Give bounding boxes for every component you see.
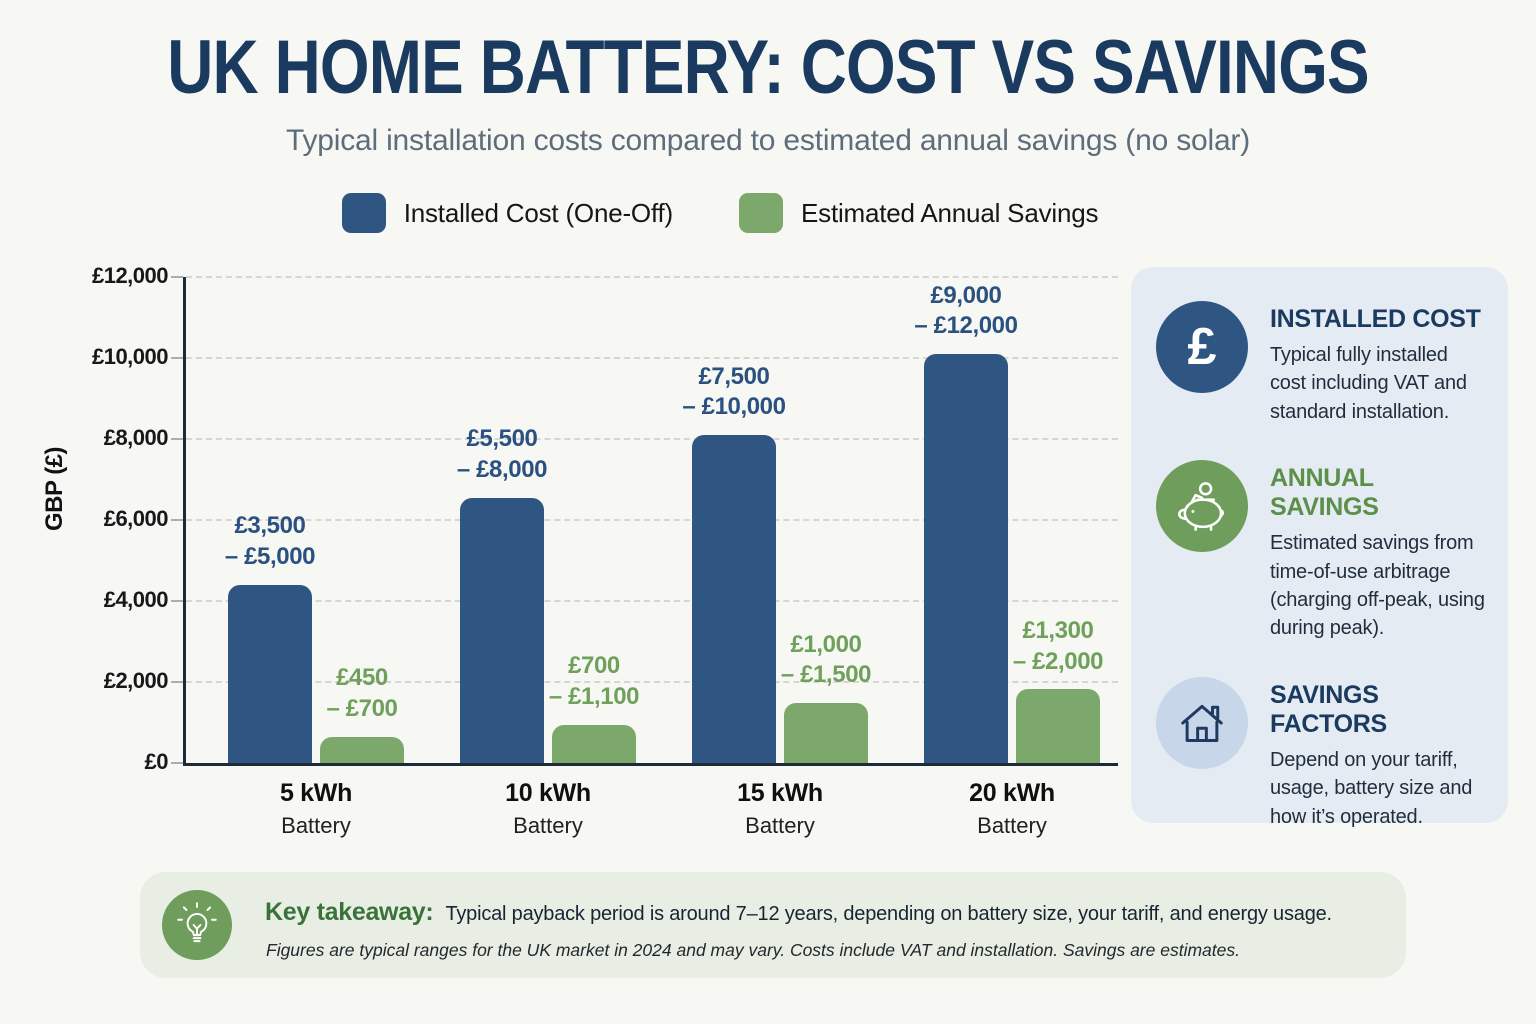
legend-swatch-green	[739, 193, 783, 233]
legend-swatch-blue	[341, 193, 386, 233]
bar-value-range-label: £5,500– £8,000	[456, 425, 548, 484]
x-axis-category-label: 10 kWh Battery	[505, 779, 591, 838]
piggy-bank-icon	[1156, 460, 1248, 553]
legend-label: Installed Cost (One-Off)	[403, 197, 673, 228]
pound-glyph: £	[1187, 318, 1217, 376]
card-text: INSTALLED COST Typical fully installed c…	[1270, 301, 1488, 426]
bar-savings-10-kwh	[552, 724, 636, 763]
page-title: UK HOME BATTERY: COST VS SAVINGS	[167, 25, 1369, 110]
y-axis-tick	[171, 276, 183, 278]
card-title: INSTALLED COST	[1270, 305, 1481, 333]
y-axis-tick	[171, 357, 183, 359]
key-takeaway-body: Typical payback period is around 7–12 ye…	[445, 903, 1332, 925]
key-takeaway-label: Key takeaway:	[265, 898, 434, 926]
y-axis-tick-label: £6,000	[103, 506, 169, 531]
y-axis-tick-label: £12,000	[91, 263, 169, 288]
x-axis-category-label: 5 kWh Battery	[279, 779, 353, 838]
y-axis-title: GBP (£)	[41, 446, 68, 532]
gridline	[186, 438, 1118, 440]
gridline	[186, 681, 1118, 683]
gridline	[186, 519, 1118, 521]
legend-item-installed-cost: Installed Cost (One-Off)	[341, 193, 673, 233]
x-axis-category-label: 15 kWh Battery	[737, 779, 823, 838]
chart-legend: Installed Cost (One-Off) Estimated Annua…	[0, 193, 1440, 233]
footnote-text: Figures are typical ranges for the UK ma…	[266, 940, 1240, 960]
bar-value-range-label: £9,000– £12,000	[914, 281, 1018, 340]
info-sidebar: £ INSTALLED COST Typical fully installed…	[1131, 267, 1508, 828]
gridline	[186, 276, 1118, 278]
info-card-annual-savings: ANNUAL SAVINGS Estimated savings from ti…	[1156, 460, 1488, 643]
y-axis-tick-label: £4,000	[103, 587, 169, 612]
bar-installed-10-kwh	[460, 497, 544, 763]
card-text: SAVINGS FACTORS Depend on your tariff, u…	[1270, 677, 1488, 831]
card-title: SAVINGS FACTORS	[1270, 680, 1387, 738]
y-axis-tick	[171, 762, 183, 764]
info-card-savings-factors: SAVINGS FACTORS Depend on your tariff, u…	[1156, 676, 1488, 831]
bar-savings-20-kwh	[1016, 689, 1100, 763]
bar-savings-5-kwh	[320, 736, 404, 763]
bar-value-range-label: £450– £700	[326, 664, 398, 722]
gridline	[186, 357, 1118, 359]
y-axis-tick	[171, 519, 183, 521]
card-title: ANNUAL SAVINGS	[1270, 464, 1379, 522]
legend-item-annual-savings: Estimated Annual Savings	[739, 193, 1098, 233]
y-axis-tick-label: £8,000	[103, 425, 169, 450]
card-body: Depend on your tariff, usage, battery si…	[1270, 748, 1473, 828]
card-text: ANNUAL SAVINGS Estimated savings from ti…	[1270, 460, 1488, 643]
chart-plot-area: £3,500– £5,000 £5,500– £8,000 £7,500– £10,…	[171, 276, 1118, 838]
lightbulb-icon	[162, 890, 232, 960]
card-body: Typical fully installed cost including V…	[1270, 344, 1467, 423]
y-axis-tick-label: £2,000	[103, 668, 169, 693]
y-axis-tick-label: £10,000	[91, 344, 169, 369]
x-axis-category-label: 20 kWh Battery	[969, 779, 1055, 838]
bar-installed-20-kwh	[924, 353, 1008, 763]
y-axis-tick	[171, 438, 183, 440]
bar-value-range-label: £700– £1,100	[548, 652, 640, 710]
key-takeaway-banner: Key takeaway: Typical payback period is a…	[140, 872, 1406, 978]
bar-value-range-label: £3,500– £5,000	[224, 512, 316, 571]
card-body: Estimated savings from time-of-use arbit…	[1270, 532, 1485, 640]
bar-value-range-label: £1,000– £1,500	[780, 630, 872, 689]
page-subtitle: Typical installation costs compared to e…	[285, 124, 1251, 157]
bar-installed-15-kwh	[692, 434, 776, 763]
bar-value-range-label: £1,300– £2,000	[1012, 616, 1104, 675]
bar-savings-15-kwh	[784, 703, 868, 763]
gridline	[186, 600, 1118, 602]
bar-installed-5-kwh	[228, 584, 312, 763]
pound-sterling-icon: £	[1156, 301, 1248, 393]
key-takeaway-text: Key takeaway: Typical payback period is a…	[265, 898, 1332, 927]
bar-value-range-label: £7,500– £10,000	[682, 362, 786, 421]
y-axis-tick-label: £0	[144, 749, 169, 774]
house-icon	[1156, 676, 1248, 769]
y-axis-tick	[171, 681, 183, 683]
legend-label: Estimated Annual Savings	[801, 197, 1099, 228]
y-axis-tick	[171, 600, 183, 602]
info-card-installed-cost: £ INSTALLED COST Typical fully installed…	[1156, 301, 1488, 426]
